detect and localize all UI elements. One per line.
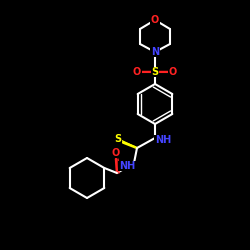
- Text: S: S: [152, 67, 158, 77]
- Text: O: O: [112, 148, 120, 158]
- Text: O: O: [133, 67, 141, 77]
- Text: N: N: [151, 47, 159, 57]
- Text: S: S: [114, 134, 121, 144]
- Text: NH: NH: [119, 161, 135, 171]
- Text: NH: NH: [155, 135, 171, 145]
- Text: O: O: [169, 67, 177, 77]
- Text: O: O: [151, 15, 159, 25]
